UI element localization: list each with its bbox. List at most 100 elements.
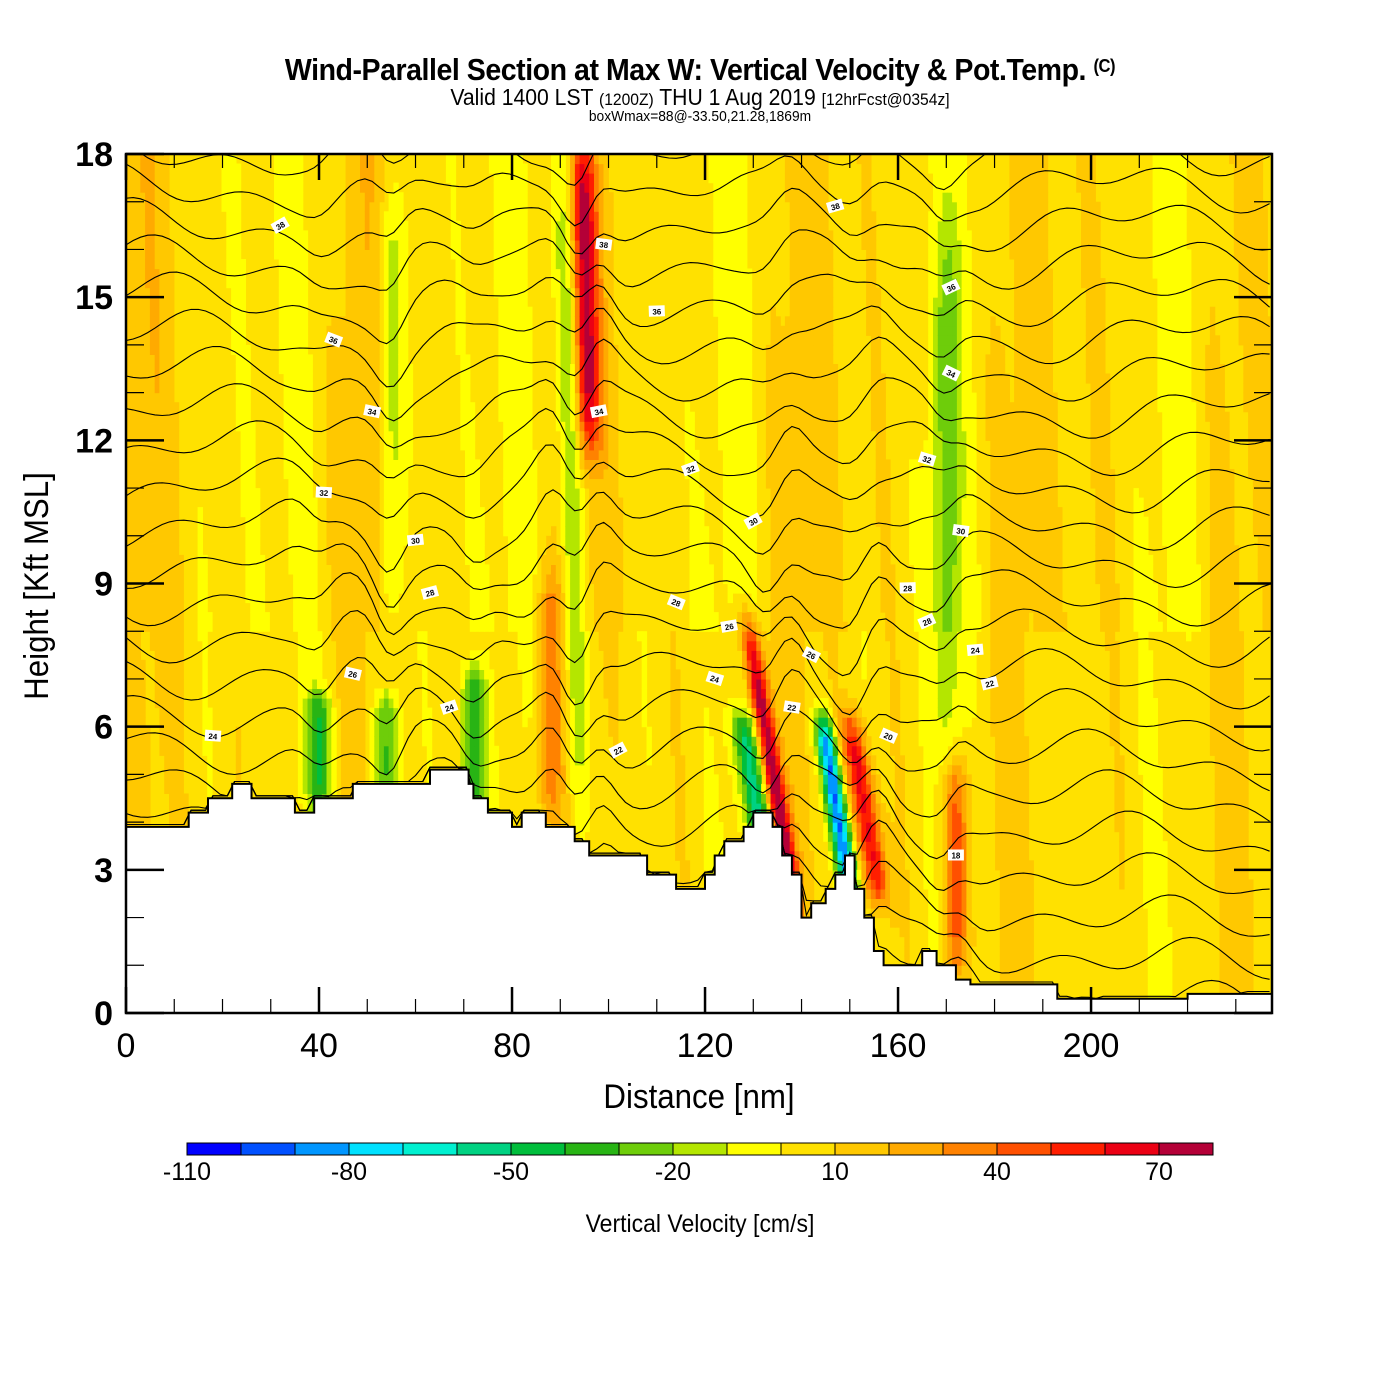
field-cell xyxy=(732,698,738,709)
field-cell xyxy=(584,669,590,680)
field-cell xyxy=(173,698,180,709)
field-cell xyxy=(551,774,557,785)
field-cell xyxy=(126,812,132,823)
field-cell xyxy=(732,201,738,212)
field-cell xyxy=(355,593,361,604)
field-cell xyxy=(130,478,137,489)
field-cell xyxy=(321,726,328,737)
field-cell xyxy=(555,230,562,241)
field-cell xyxy=(465,449,471,460)
field-cell xyxy=(302,803,309,814)
field-cell xyxy=(570,220,576,231)
field-cell xyxy=(169,745,175,756)
field-cell xyxy=(240,478,246,489)
field-cell xyxy=(164,392,170,403)
field-cell xyxy=(173,449,180,460)
field-cell xyxy=(469,449,476,460)
field-cell xyxy=(340,497,347,508)
field-cell xyxy=(250,507,256,518)
field-cell xyxy=(422,631,428,642)
field-cell xyxy=(613,726,619,737)
field-cell xyxy=(297,449,304,460)
field-cell xyxy=(508,278,514,289)
field-cell xyxy=(608,650,614,661)
field-cell xyxy=(522,268,528,279)
field-cell xyxy=(560,211,566,222)
field-cell xyxy=(350,736,356,747)
field-cell xyxy=(164,421,170,432)
field-cell xyxy=(517,554,523,565)
field-cell xyxy=(465,430,471,441)
field-cell xyxy=(283,182,289,193)
field-cell xyxy=(689,535,695,546)
field-cell xyxy=(670,698,676,709)
field-cell xyxy=(589,325,595,336)
field-cell xyxy=(589,516,595,527)
field-cell xyxy=(493,764,500,775)
field-cell xyxy=(336,373,342,384)
field-cell xyxy=(527,335,533,346)
field-cell xyxy=(560,306,566,317)
field-cell xyxy=(130,154,137,165)
field-cell xyxy=(488,688,495,699)
field-cell xyxy=(469,774,476,785)
field-cell xyxy=(398,392,404,403)
field-cell xyxy=(455,239,461,250)
field-cell xyxy=(250,583,256,594)
field-cell xyxy=(407,459,414,470)
field-cell xyxy=(727,535,733,546)
field-cell xyxy=(360,278,366,289)
field-cell xyxy=(498,182,504,193)
field-cell xyxy=(231,287,237,298)
field-cell xyxy=(689,421,695,432)
field-cell xyxy=(302,239,309,250)
field-cell xyxy=(297,421,304,432)
field-cell xyxy=(126,755,132,766)
field-cell xyxy=(479,602,485,613)
field-cell xyxy=(307,440,313,451)
field-cell xyxy=(164,154,170,165)
field-cell xyxy=(398,717,404,728)
field-cell xyxy=(302,793,309,804)
field-cell xyxy=(541,698,547,709)
field-cell xyxy=(149,364,156,375)
field-cell xyxy=(297,182,304,193)
field-cell xyxy=(579,354,585,365)
field-cell xyxy=(360,163,366,174)
field-cell xyxy=(226,239,232,250)
field-cell xyxy=(350,621,356,632)
field-cell xyxy=(465,497,471,508)
field-cell xyxy=(259,593,266,604)
field-cell xyxy=(407,373,414,384)
field-cell xyxy=(274,154,280,165)
field-cell xyxy=(173,678,180,689)
field-cell xyxy=(135,736,141,747)
field-cell xyxy=(565,526,571,537)
field-cell xyxy=(608,278,614,289)
field-cell xyxy=(159,163,165,174)
field-cell xyxy=(302,678,309,689)
field-cell xyxy=(340,373,347,384)
field-cell xyxy=(393,239,399,250)
field-cell xyxy=(522,211,528,222)
field-cell xyxy=(360,383,366,394)
field-cell xyxy=(718,335,724,346)
field-cell xyxy=(135,497,141,508)
field-cell xyxy=(460,297,466,308)
field-cell xyxy=(393,430,399,441)
field-cell xyxy=(555,335,562,346)
field-cell xyxy=(159,173,165,184)
field-cell xyxy=(164,659,170,670)
field-cell xyxy=(608,593,614,604)
field-cell xyxy=(465,516,471,527)
field-cell xyxy=(722,325,729,336)
field-cell xyxy=(445,163,452,174)
field-cell xyxy=(598,182,605,193)
field-cell xyxy=(522,459,528,470)
field-cell xyxy=(498,392,504,403)
field-cell xyxy=(240,440,246,451)
field-cell xyxy=(126,287,132,298)
field-cell xyxy=(574,574,581,585)
field-cell xyxy=(503,268,509,279)
field-cell xyxy=(613,736,619,747)
